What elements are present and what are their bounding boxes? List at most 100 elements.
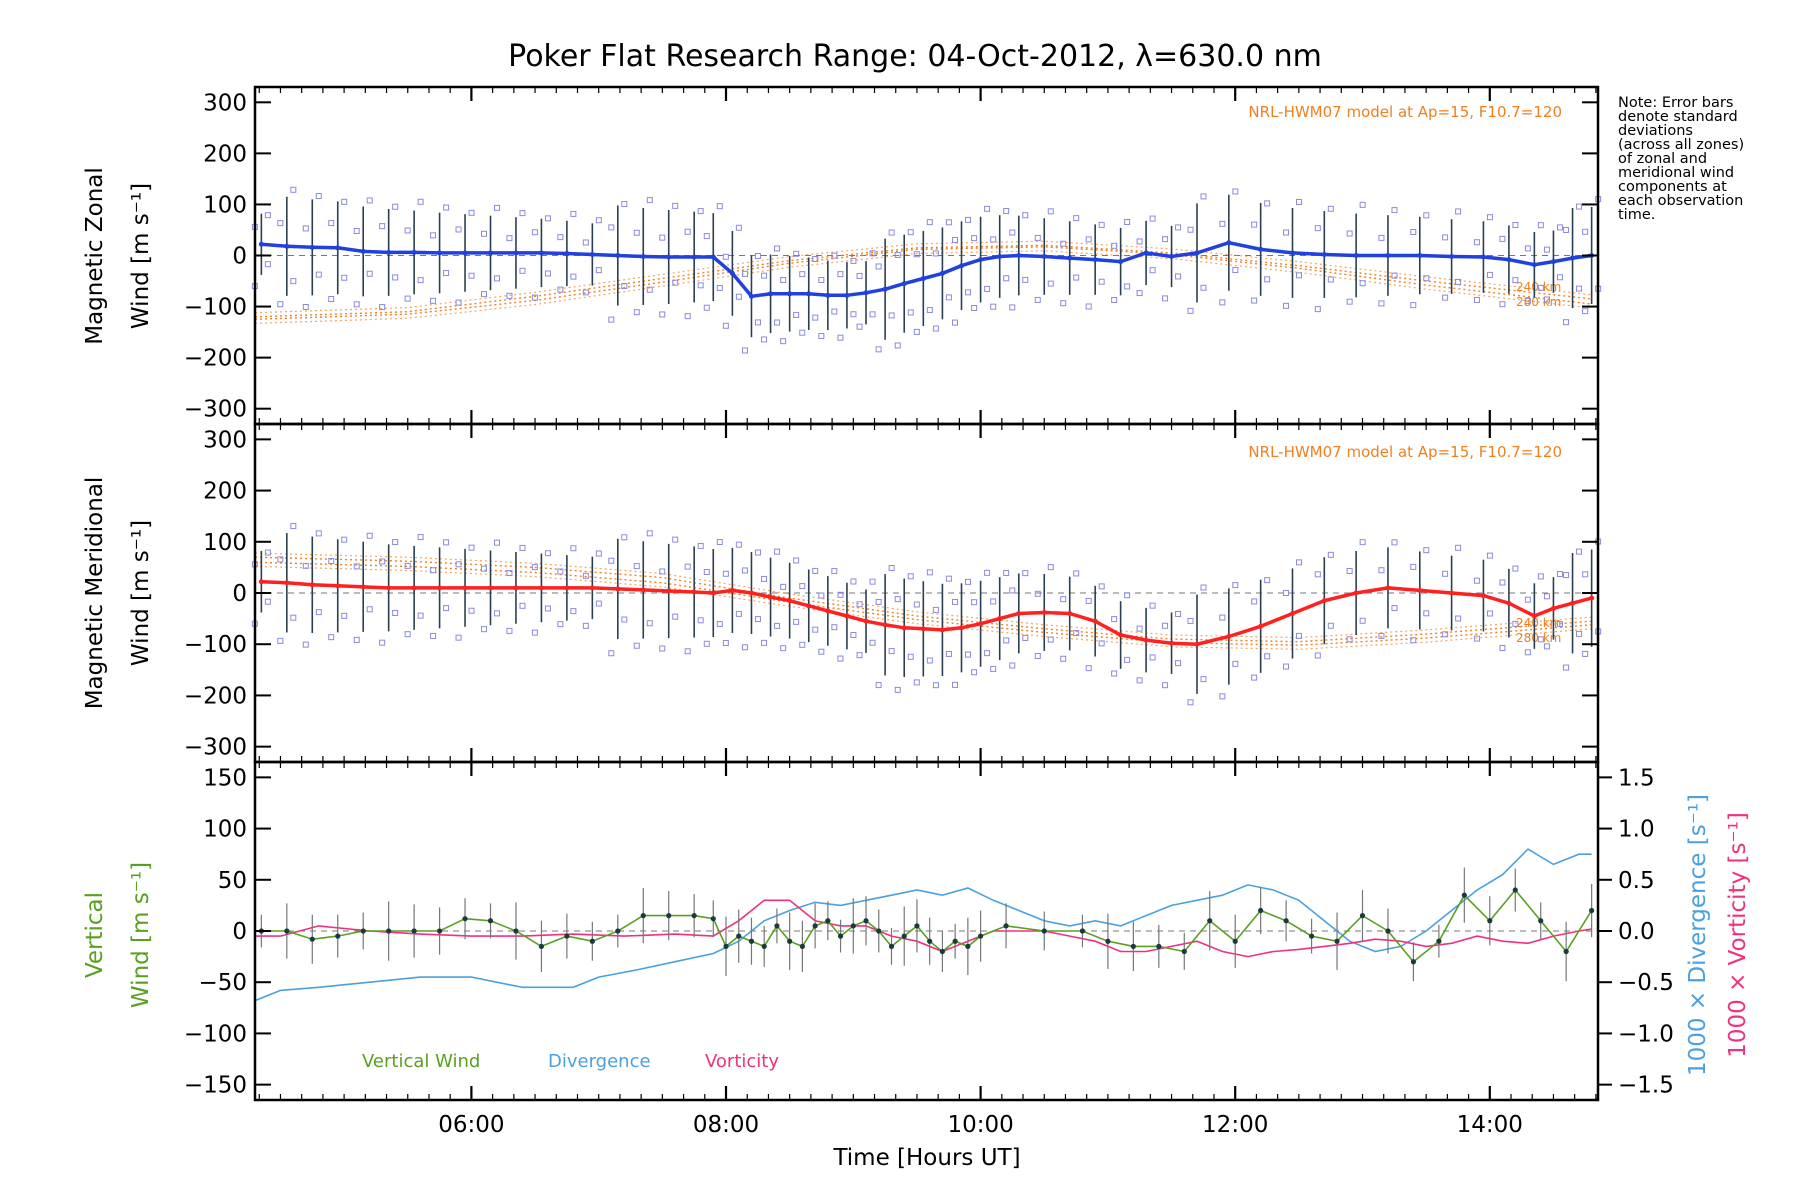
zonal-scatter-point bbox=[722, 322, 729, 329]
zonal-mean-point bbox=[1041, 254, 1047, 260]
zonal-scatter-point bbox=[1124, 219, 1131, 226]
vertical-wind-point bbox=[564, 933, 570, 939]
zonal-scatter-point bbox=[404, 295, 411, 302]
zonal-scatter-point bbox=[1512, 222, 1519, 229]
zonal-scatter-point bbox=[1455, 278, 1462, 285]
zonal-scatter-point bbox=[1232, 188, 1239, 195]
vertical-wind-point bbox=[1181, 948, 1187, 955]
zonal-scatter-point bbox=[633, 229, 640, 236]
meridional-scatter-point bbox=[1073, 630, 1080, 637]
meridional-scatter-point bbox=[1200, 676, 1207, 683]
meridional-scatter-point bbox=[1282, 590, 1289, 596]
zonal-model-240km-upper bbox=[254, 240, 1592, 314]
meridional-mean-point bbox=[863, 618, 869, 624]
zonal-scatter-point bbox=[926, 307, 933, 314]
note-line-1: Note: Error bars bbox=[1618, 95, 1733, 111]
meridional-scatter-point bbox=[932, 606, 939, 613]
vertical-wind-point bbox=[799, 943, 805, 949]
zonal-mean-point bbox=[335, 245, 341, 251]
zonal-mean-point bbox=[411, 249, 417, 255]
zonal-mean-point bbox=[1118, 259, 1124, 265]
vertical-y-tick-label: 0 bbox=[232, 919, 247, 945]
zonal-scatter-point bbox=[1232, 267, 1239, 274]
meridional-scatter-point bbox=[1136, 677, 1143, 684]
right-y-tick-label: −0.5 bbox=[1618, 970, 1674, 996]
meridional-scatter-point bbox=[875, 598, 882, 605]
meridional-mean-point bbox=[488, 585, 494, 591]
meridional-scatter-point bbox=[1524, 649, 1531, 656]
vertical-wind-point bbox=[1079, 928, 1086, 934]
meridional-scatter-point bbox=[818, 592, 825, 599]
meridional-scatter-point bbox=[633, 642, 640, 649]
meridional-scatter-point bbox=[850, 631, 857, 638]
zonal-mean-point bbox=[386, 249, 392, 255]
vertical-wind-point bbox=[888, 943, 895, 949]
meridional-scatter-point bbox=[404, 562, 411, 569]
zonal-scatter-point bbox=[780, 277, 787, 284]
zonal-scatter-point bbox=[1060, 240, 1067, 247]
vertical-wind-point bbox=[774, 923, 780, 929]
zonal-scatter-point bbox=[1563, 226, 1570, 233]
zonal-scatter-point bbox=[818, 277, 825, 284]
meridional-scatter-point bbox=[302, 562, 309, 569]
zonal-y-tick-label: 0 bbox=[232, 244, 247, 270]
meridional-scatter-point bbox=[1022, 634, 1029, 641]
meridional-scatter-point bbox=[506, 627, 513, 634]
meridional-scatter-point bbox=[468, 607, 475, 614]
meridional-scatter-point bbox=[481, 626, 488, 633]
meridional-y-tick-label: −300 bbox=[184, 735, 247, 761]
note-line-2: denote standard bbox=[1618, 109, 1738, 125]
zonal-scatter-point bbox=[1512, 277, 1519, 284]
meridional-scatter-point bbox=[659, 645, 666, 652]
zonal-scatter-point bbox=[1346, 230, 1353, 237]
vertical-wind-point bbox=[538, 943, 545, 949]
zonal-scatter-point bbox=[315, 271, 322, 278]
meridional-scatter-point bbox=[741, 644, 748, 651]
zonal-scatter-point bbox=[1486, 271, 1493, 278]
meridional-mean-point bbox=[806, 603, 812, 609]
meridional-scatter-point bbox=[608, 557, 615, 564]
zonal-scatter-point bbox=[519, 267, 526, 274]
zonal-scatter-point bbox=[1423, 275, 1430, 282]
zonal-scatter-point bbox=[1537, 284, 1544, 291]
meridional-mean-point bbox=[901, 625, 907, 631]
zonal-scatter-point bbox=[366, 197, 373, 204]
meridional-scatter-point bbox=[1512, 620, 1519, 627]
meridional-scatter-point bbox=[621, 616, 628, 623]
meridional-scatter-point bbox=[735, 610, 742, 617]
zonal-scatter-point bbox=[328, 296, 335, 303]
zonal-mean-point bbox=[640, 254, 646, 260]
meridional-mean-point bbox=[1067, 610, 1073, 616]
meridional-scatter-point bbox=[1124, 656, 1131, 663]
meridional-scatter-point bbox=[1124, 592, 1131, 599]
meridional-scatter-point bbox=[659, 568, 666, 575]
zonal-scatter-point bbox=[1022, 276, 1029, 283]
zonal-scatter-point bbox=[1582, 228, 1589, 235]
meridional-scatter-point bbox=[570, 608, 577, 615]
meridional-scatter-point bbox=[971, 669, 978, 676]
zonal-mean-point bbox=[1550, 259, 1556, 265]
vertical-wind-point bbox=[589, 938, 595, 944]
meridional-scatter-point bbox=[799, 641, 806, 648]
meridional-scatter-point bbox=[1327, 622, 1334, 629]
zonal-scatter-point bbox=[1524, 297, 1531, 304]
zonal-mean-point bbox=[1194, 250, 1200, 256]
meridional-ylabel-line2: Wind [m s⁻¹] bbox=[128, 520, 154, 666]
meridional-scatter-point bbox=[1576, 630, 1583, 637]
zonal-scatter-point bbox=[1162, 236, 1169, 243]
meridional-scatter-point bbox=[392, 539, 399, 546]
meridional-scatter-point bbox=[379, 558, 386, 565]
meridional-scatter-point bbox=[837, 655, 844, 662]
zonal-scatter-point bbox=[659, 311, 666, 318]
zonal-ylabel-line1: Magnetic Zonal bbox=[82, 167, 108, 345]
meridional-scatter-point bbox=[341, 536, 348, 543]
meridional-scatter-point bbox=[1391, 539, 1398, 546]
zonal-scatter-point bbox=[341, 274, 348, 281]
meridional-scatter-point bbox=[907, 653, 914, 660]
meridional-scatter-point bbox=[633, 563, 640, 570]
zonal-mean-point bbox=[488, 250, 494, 256]
zonal-scatter-point bbox=[1200, 193, 1207, 200]
zonal-mean-point bbox=[748, 293, 754, 299]
zonal-scatter-point bbox=[494, 204, 501, 211]
zonal-mean-point bbox=[1321, 251, 1327, 257]
